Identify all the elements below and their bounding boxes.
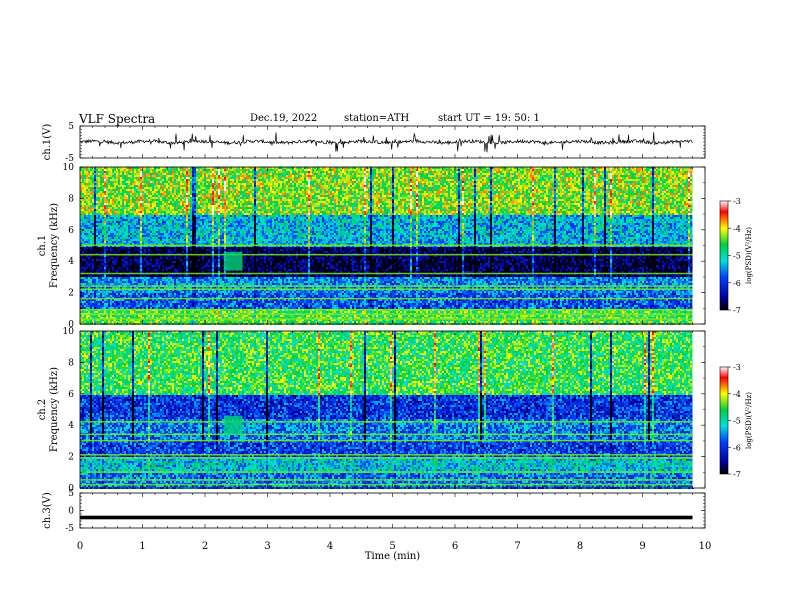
ch3-ytick-label: 0 [68,507,74,517]
panel-s2-narrowband [80,483,693,486]
panel-s1-narrowband [80,308,693,311]
ch2-spectrogram-panel: 0 2 4 6 8 10 ch.2 Frequency (kHz) [37,327,706,494]
panel-s1-ytick-label: 2 [68,289,74,299]
x-tick-label: 6 [452,541,458,552]
panel-s2-cb-tick-label: -4 [733,390,741,399]
ch1-ytick-label: 5 [68,122,74,132]
panel-s2-cells [80,331,694,489]
panel-s1-cb-tick-label: -6 [733,279,741,288]
panel-s2-narrowband [80,471,693,473]
ch3-frame [79,492,706,529]
panel-s2-patch [223,415,243,435]
panel-s1-ytick-label: 8 [68,194,74,204]
panel-s2-narrowband [80,479,693,481]
panel-s1-blank [692,167,705,324]
time-axis: 0 1 2 3 4 5 6 7 8 9 10 Time (min) [77,541,712,562]
panel-s1-ytick-label: 4 [68,257,74,267]
x-tick-label: 3 [264,541,270,552]
panel-s2-ytick-label: 0 [68,484,74,494]
panel-s2-ytick-label: 8 [68,358,74,368]
panel-s1-narrowband [80,318,693,320]
panel-s2-cb-tick-label: -6 [733,443,741,452]
x-tick-label: 10 [699,541,712,552]
panel-s1-ytick-label: 6 [68,226,74,236]
panel-s2-narrowband [80,433,693,436]
start-time-label: start UT = 19: 50: 1 [438,113,540,124]
panel-s2-ylabel2: Frequency (kHz) [49,367,60,452]
panel-s2-colorbar [719,366,729,475]
x-tick-label: 2 [202,541,208,552]
figure-title: VLF Spectra [79,112,155,126]
ch1-trace [80,132,693,153]
panel-s1-narrowband [80,288,693,290]
colorbars: -3 -4 -5 -6 -7 log(PSD)(V²/Hz) -3 -4 -5 -6 -7 log(P… [719,197,753,479]
panel-s1-cb-label: log(PSD)(V²/Hz) [745,227,753,284]
panel-s2-cb-tick-label: -3 [733,363,741,372]
panel-s2-ytick-label: 10 [63,327,75,337]
ch3-ylabel: ch.3(V) [42,492,53,529]
panel-s2-ytick-label: 6 [68,390,74,400]
panel-s1-patch [223,251,243,271]
ch3-waveform-panel: 5 0 -5 ch.3(V) [42,489,706,534]
panel-s1-narrowband [80,285,693,287]
date-label: Dec.19, 2022 [250,113,317,124]
panel-s2-ytick-label: 2 [68,453,74,463]
panel-s2-narrowband [80,421,693,423]
panel-s2-cb-tick-label: -5 [733,417,741,426]
x-tick-label: 8 [577,541,583,552]
x-tick-label: 4 [327,541,333,552]
ch1-ytick-label: -5 [65,154,74,164]
panel-s1-narrowband [80,272,693,275]
panel-s1-narrowband [80,253,693,256]
panel-s1-cb-tick-label: -5 [733,252,741,261]
ch1-spectrogram-panel: 0 2 4 6 8 10 ch.1 Frequency (kHz) [37,163,706,330]
panel-s1-narrowband [80,313,693,316]
panel-s1-cb-tick-label: -3 [733,197,741,206]
panel-s2-narrowband [80,457,693,459]
x-tick-label: 5 [389,541,395,552]
panel-s2-blank [692,331,705,488]
panel-s2-ylabel1: ch.2 [37,399,48,421]
x-axis-label: Time (min) [365,551,420,562]
panel-s2-ytick-label: 4 [68,421,74,431]
panel-s1-ytick-label: 10 [63,163,75,173]
ch3-trace [80,515,693,520]
panel-s2-cb-tick-label: -7 [733,470,741,479]
x-tick-label: 9 [639,541,645,552]
panel-s1-cb-tick-label: -7 [733,306,741,315]
x-tick-label: 1 [139,541,145,552]
panel-s1-ylabel2: Frequency (kHz) [49,203,60,288]
panel-s2-cb-label: log(PSD)(V²/Hz) [745,392,753,449]
ch3-ytick-label: 5 [68,489,74,499]
station-label: station=ATH [344,113,409,124]
panel-s1-cb-tick-label: -4 [733,224,741,233]
panel-s2-narrowband [80,439,693,442]
panel-s1-cells [80,167,694,325]
ch3-ytick-label: -5 [65,524,74,534]
panel-s2-narrowband [80,454,693,456]
ch1-waveform-panel: 5 -5 ch.1(V) [42,122,706,164]
ch1-ylabel: ch.1(V) [42,124,53,161]
x-tick-label: 0 [77,541,83,552]
panel-s1-narrowband [80,297,693,300]
panel-s1-ylabel1: ch.1 [37,235,48,257]
panel-s1-ytick-label: 0 [68,320,74,330]
x-tick-label: 7 [514,541,520,552]
panel-s1-colorbar [719,200,729,311]
panel-s1-narrowband [80,244,693,246]
